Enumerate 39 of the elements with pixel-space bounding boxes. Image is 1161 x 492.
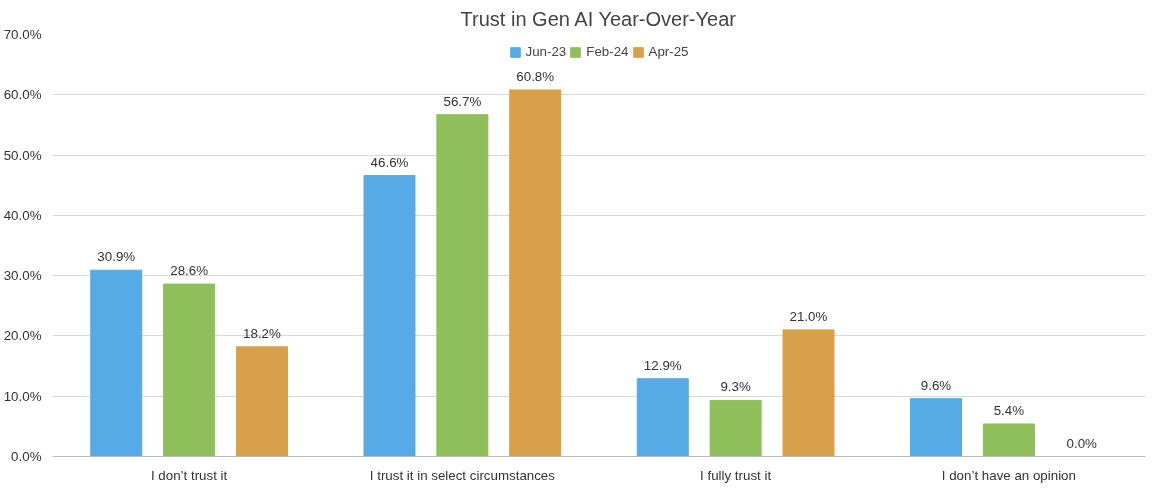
data-label: 46.6% bbox=[370, 154, 409, 170]
data-label: 0.0% bbox=[1066, 435, 1098, 451]
y-tick-label: 20.0% bbox=[3, 328, 42, 344]
bar bbox=[982, 423, 1035, 457]
legend-label: Jun-23 bbox=[525, 44, 567, 59]
y-tick-label: 0.0% bbox=[11, 449, 42, 464]
x-tick-label: I fully trust it bbox=[700, 467, 772, 483]
y-tick-label: 10.0% bbox=[3, 388, 42, 404]
data-label: 5.4% bbox=[993, 402, 1025, 418]
bar bbox=[90, 269, 143, 457]
data-label: 12.9% bbox=[643, 357, 682, 373]
data-label: 9.6% bbox=[920, 377, 952, 393]
bar bbox=[235, 346, 288, 457]
bar bbox=[363, 175, 416, 457]
y-tick-label: 60.0% bbox=[3, 87, 42, 103]
bar bbox=[436, 114, 489, 457]
x-tick-label: I trust it in select circumstances bbox=[369, 467, 556, 483]
data-label: 60.8% bbox=[516, 68, 555, 84]
x-tick-label: I don’t have an opinion bbox=[941, 467, 1076, 483]
data-label: 18.2% bbox=[243, 325, 282, 341]
data-label: 56.7% bbox=[443, 93, 482, 109]
bar bbox=[509, 89, 562, 457]
legend-label: Apr-25 bbox=[648, 44, 689, 59]
bar bbox=[636, 378, 689, 457]
data-label: 21.0% bbox=[789, 308, 828, 324]
bar bbox=[910, 398, 963, 457]
y-tick-label: 70.0% bbox=[3, 27, 42, 42]
y-tick-label: 30.0% bbox=[3, 268, 42, 284]
data-label: 9.3% bbox=[720, 379, 751, 395]
bar bbox=[709, 399, 762, 457]
bar bbox=[163, 283, 216, 457]
chart-title: Trust in Gen AI Year-Over-Year bbox=[460, 7, 737, 30]
data-label: 30.9% bbox=[97, 249, 136, 265]
x-tick-label: I don’t trust it bbox=[150, 467, 228, 483]
legend-label: Feb-24 bbox=[586, 44, 629, 59]
data-label: 28.6% bbox=[170, 263, 209, 279]
y-tick-label: 50.0% bbox=[3, 147, 42, 163]
bar bbox=[782, 329, 835, 457]
y-tick-label: 40.0% bbox=[3, 207, 42, 223]
